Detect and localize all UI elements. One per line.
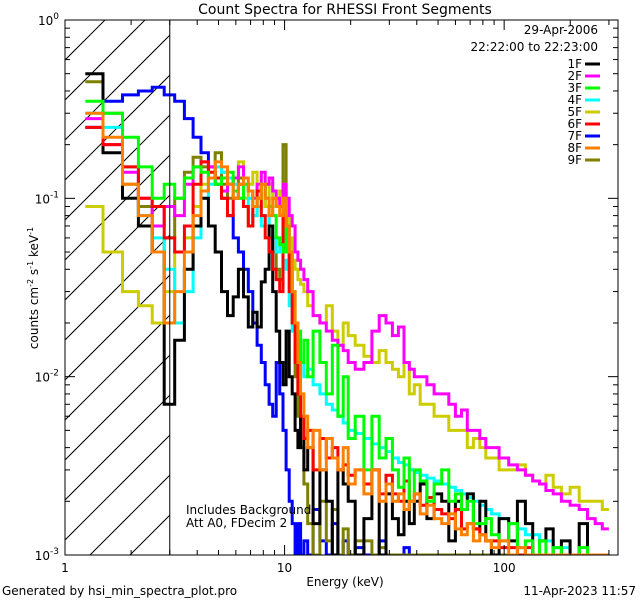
hatch-line: [65, 314, 170, 421]
series-line-8F: [85, 111, 609, 555]
plot-frame: [64, 19, 619, 556]
y-tick-label: 10-1: [35, 190, 59, 206]
axis-ticks: 1 10 100 100 10-1 10-2 10-3: [35, 12, 618, 575]
legend-label-3F: 3F: [567, 81, 582, 95]
x-tick-label: 100: [493, 561, 516, 575]
annotation-attenuator: Att A0, FDecim 2: [186, 516, 287, 530]
x-axis-label: Energy (keV): [306, 575, 383, 589]
y-tick-label: 10-2: [35, 369, 59, 385]
series-lines: [85, 72, 609, 555]
hatch-line: [65, 274, 170, 381]
footer-timestamp: 11-Apr-2023 11:57: [523, 584, 636, 598]
hatch-line: [65, 154, 170, 261]
annotation-background: Includes Background: [186, 503, 311, 517]
legend-label-4F: 4F: [567, 93, 582, 107]
y-tick-label: 100: [38, 12, 59, 28]
series-line-2F: [85, 117, 609, 531]
legend-label-9F: 9F: [567, 153, 582, 167]
hatch-line: [65, 194, 170, 301]
hatch-line: [65, 354, 170, 461]
legend-label-8F: 8F: [567, 141, 582, 155]
hatch-line: [65, 394, 170, 501]
legend-label-5F: 5F: [567, 105, 582, 119]
footer-generated-by: Generated by hsi_min_spectra_plot.pro: [2, 584, 237, 598]
y-axis-label: counts cm-2 s-1 keV-1: [26, 227, 41, 349]
time-range-label: 22:22:00 to 22:23:00: [471, 40, 598, 54]
background-hatch-region: [65, 20, 170, 555]
hatch-line: [65, 34, 170, 141]
chart-title: Count Spectra for RHESSI Front Segments: [198, 2, 492, 18]
hatch-line: [65, 234, 170, 341]
legend-label-2F: 2F: [567, 69, 582, 83]
y-tick-label: 10-3: [35, 547, 59, 563]
legend-label-1F: 1F: [567, 57, 582, 71]
hatch-line: [65, 74, 170, 181]
x-tick-label: 10: [277, 561, 292, 575]
x-tick-label: 1: [61, 561, 69, 575]
legend-label-7F: 7F: [567, 129, 582, 143]
hatch-lines: [65, 20, 170, 555]
legend-label-6F: 6F: [567, 117, 582, 131]
hatch-line: [65, 434, 170, 541]
date-label: 29-Apr-2006: [524, 23, 598, 37]
